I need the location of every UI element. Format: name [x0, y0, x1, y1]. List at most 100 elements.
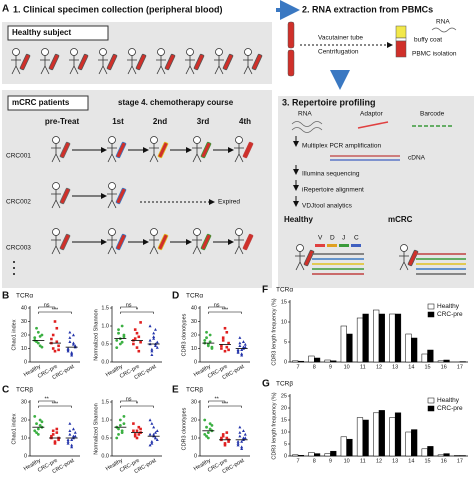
- panel-title: TCRα: [276, 287, 293, 294]
- step: PBMC isolation: [412, 51, 457, 58]
- y-tick-label: 20: [21, 417, 27, 423]
- bar: [405, 333, 412, 363]
- person-body: [51, 189, 61, 209]
- data-point: [118, 342, 122, 346]
- data-point: [241, 436, 245, 440]
- panel-title: TCRα: [186, 293, 203, 300]
- data-point: [50, 434, 53, 438]
- data-point: [223, 442, 227, 445]
- data-point: [38, 418, 42, 422]
- blood-tube: [59, 233, 71, 251]
- person-head: [244, 48, 252, 56]
- step: buffy coat: [414, 37, 442, 44]
- step: Vacutainer tube: [318, 35, 363, 42]
- data-point: [221, 336, 225, 339]
- person-body: [192, 235, 202, 255]
- dot: [13, 261, 15, 263]
- data-point: [117, 433, 120, 436]
- tube: [287, 49, 295, 77]
- data-point: [220, 344, 223, 348]
- y-tick-label: 15: [281, 417, 287, 423]
- legend-label: Healthy: [437, 303, 460, 310]
- data-point: [33, 415, 37, 418]
- data-point: [223, 326, 227, 330]
- step: Illumina sequencing: [302, 171, 360, 178]
- panel-title: 1. Clinical specimen collection (periphe…: [13, 4, 223, 14]
- data-point: [150, 441, 154, 445]
- person-body: [185, 55, 195, 75]
- person-head: [215, 48, 223, 56]
- data-point: [150, 440, 154, 443]
- dot: [13, 273, 15, 275]
- data-point: [137, 425, 141, 429]
- timepoint: 3rd: [197, 117, 210, 126]
- data-point: [208, 427, 212, 431]
- sig-label: ns: [44, 302, 50, 308]
- person-head: [150, 228, 158, 236]
- bar: [362, 419, 369, 457]
- person-body: [40, 55, 50, 75]
- data-point: [50, 337, 53, 341]
- step: Centrifugation: [318, 49, 359, 56]
- person-body: [149, 235, 159, 255]
- blood-tube: [157, 233, 169, 251]
- x-tick-label: 9: [329, 458, 332, 464]
- bar: [389, 417, 396, 457]
- x-tick-label: 14: [408, 458, 414, 464]
- data-point: [35, 431, 38, 434]
- sig-bracket: [208, 405, 242, 408]
- x-tick-label: 17: [457, 458, 463, 464]
- input: RNA: [298, 111, 312, 118]
- data-point: [206, 343, 210, 346]
- bar: [405, 431, 412, 457]
- sig-label: ns: [126, 302, 132, 308]
- case-label: CRC001: [6, 153, 31, 160]
- label-box: [7, 25, 109, 41]
- rna-strand: [291, 121, 323, 133]
- data-point: [152, 425, 156, 429]
- blood-tube: [303, 249, 315, 267]
- data-point: [115, 339, 119, 342]
- x-tick-label: 12: [376, 458, 382, 464]
- person-body: [156, 55, 166, 75]
- x-tick-label: 17: [457, 364, 463, 370]
- person-head: [12, 48, 20, 56]
- timepoint: 2nd: [153, 117, 167, 126]
- sig-bracket: [120, 405, 154, 408]
- panel-label: D: [172, 291, 179, 302]
- axis: [199, 306, 250, 363]
- data-point: [36, 341, 40, 345]
- data-point: [122, 415, 126, 418]
- data-point: [227, 440, 230, 443]
- x-tick-label: 8: [313, 364, 316, 370]
- data-point: [120, 324, 124, 328]
- data-point: [227, 341, 230, 345]
- bar: [389, 313, 396, 363]
- data-point: [68, 422, 72, 425]
- y-tick-label: 10: [21, 346, 27, 352]
- data-point: [35, 326, 38, 330]
- step: RNA: [436, 19, 450, 26]
- blood-tube: [115, 187, 127, 205]
- data-point: [153, 436, 157, 440]
- dot: [13, 267, 15, 269]
- data-point: [203, 339, 207, 342]
- data-point: [40, 420, 44, 424]
- y-axis-label: Chao1 index: [11, 319, 17, 350]
- bar: [437, 454, 444, 457]
- panel-label: E: [172, 385, 179, 396]
- person-head: [41, 48, 49, 56]
- segment: J: [342, 235, 345, 242]
- data-point: [68, 429, 72, 432]
- data-point: [238, 425, 242, 429]
- group-label: Healthy: [284, 215, 313, 224]
- data-point: [148, 338, 152, 342]
- data-point: [225, 431, 229, 434]
- data-point: [139, 321, 142, 324]
- blood-tube: [242, 233, 254, 251]
- segment: C: [354, 235, 359, 242]
- bar: [443, 359, 450, 363]
- bar: [373, 412, 380, 457]
- bar: [394, 313, 402, 363]
- person-body: [234, 143, 244, 163]
